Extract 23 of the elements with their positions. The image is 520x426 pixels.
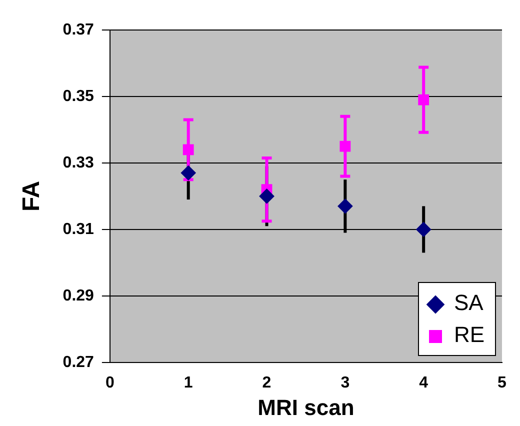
- point: [180, 165, 196, 180]
- x-tick-label: 3: [340, 374, 350, 392]
- point: [340, 140, 351, 152]
- y-tick-label: 0.35: [62, 88, 94, 105]
- point: [182, 144, 194, 156]
- x-tick-label: 5: [498, 374, 507, 392]
- x-tick-label: 0: [105, 374, 114, 392]
- x-tick-label: 1: [184, 374, 193, 392]
- y-tick-label: 0.31: [62, 220, 94, 238]
- point: [338, 198, 353, 214]
- x-tick-label: 4: [419, 374, 428, 392]
- point: [259, 188, 274, 204]
- y-tick-label: 0.37: [62, 21, 94, 38]
- y-tick-label: 0.29: [62, 287, 94, 304]
- point: [418, 94, 430, 106]
- y-axis-title: FA: [18, 180, 46, 212]
- x-tick-label: 2: [262, 374, 272, 392]
- y-tick-label: 0.27: [62, 354, 94, 371]
- legend-label: RE: [454, 322, 485, 348]
- y-tick-label: 0.33: [62, 154, 94, 172]
- x-axis-title: MRI scan: [258, 394, 354, 420]
- point: [416, 222, 432, 237]
- legend-label: SA: [454, 290, 484, 316]
